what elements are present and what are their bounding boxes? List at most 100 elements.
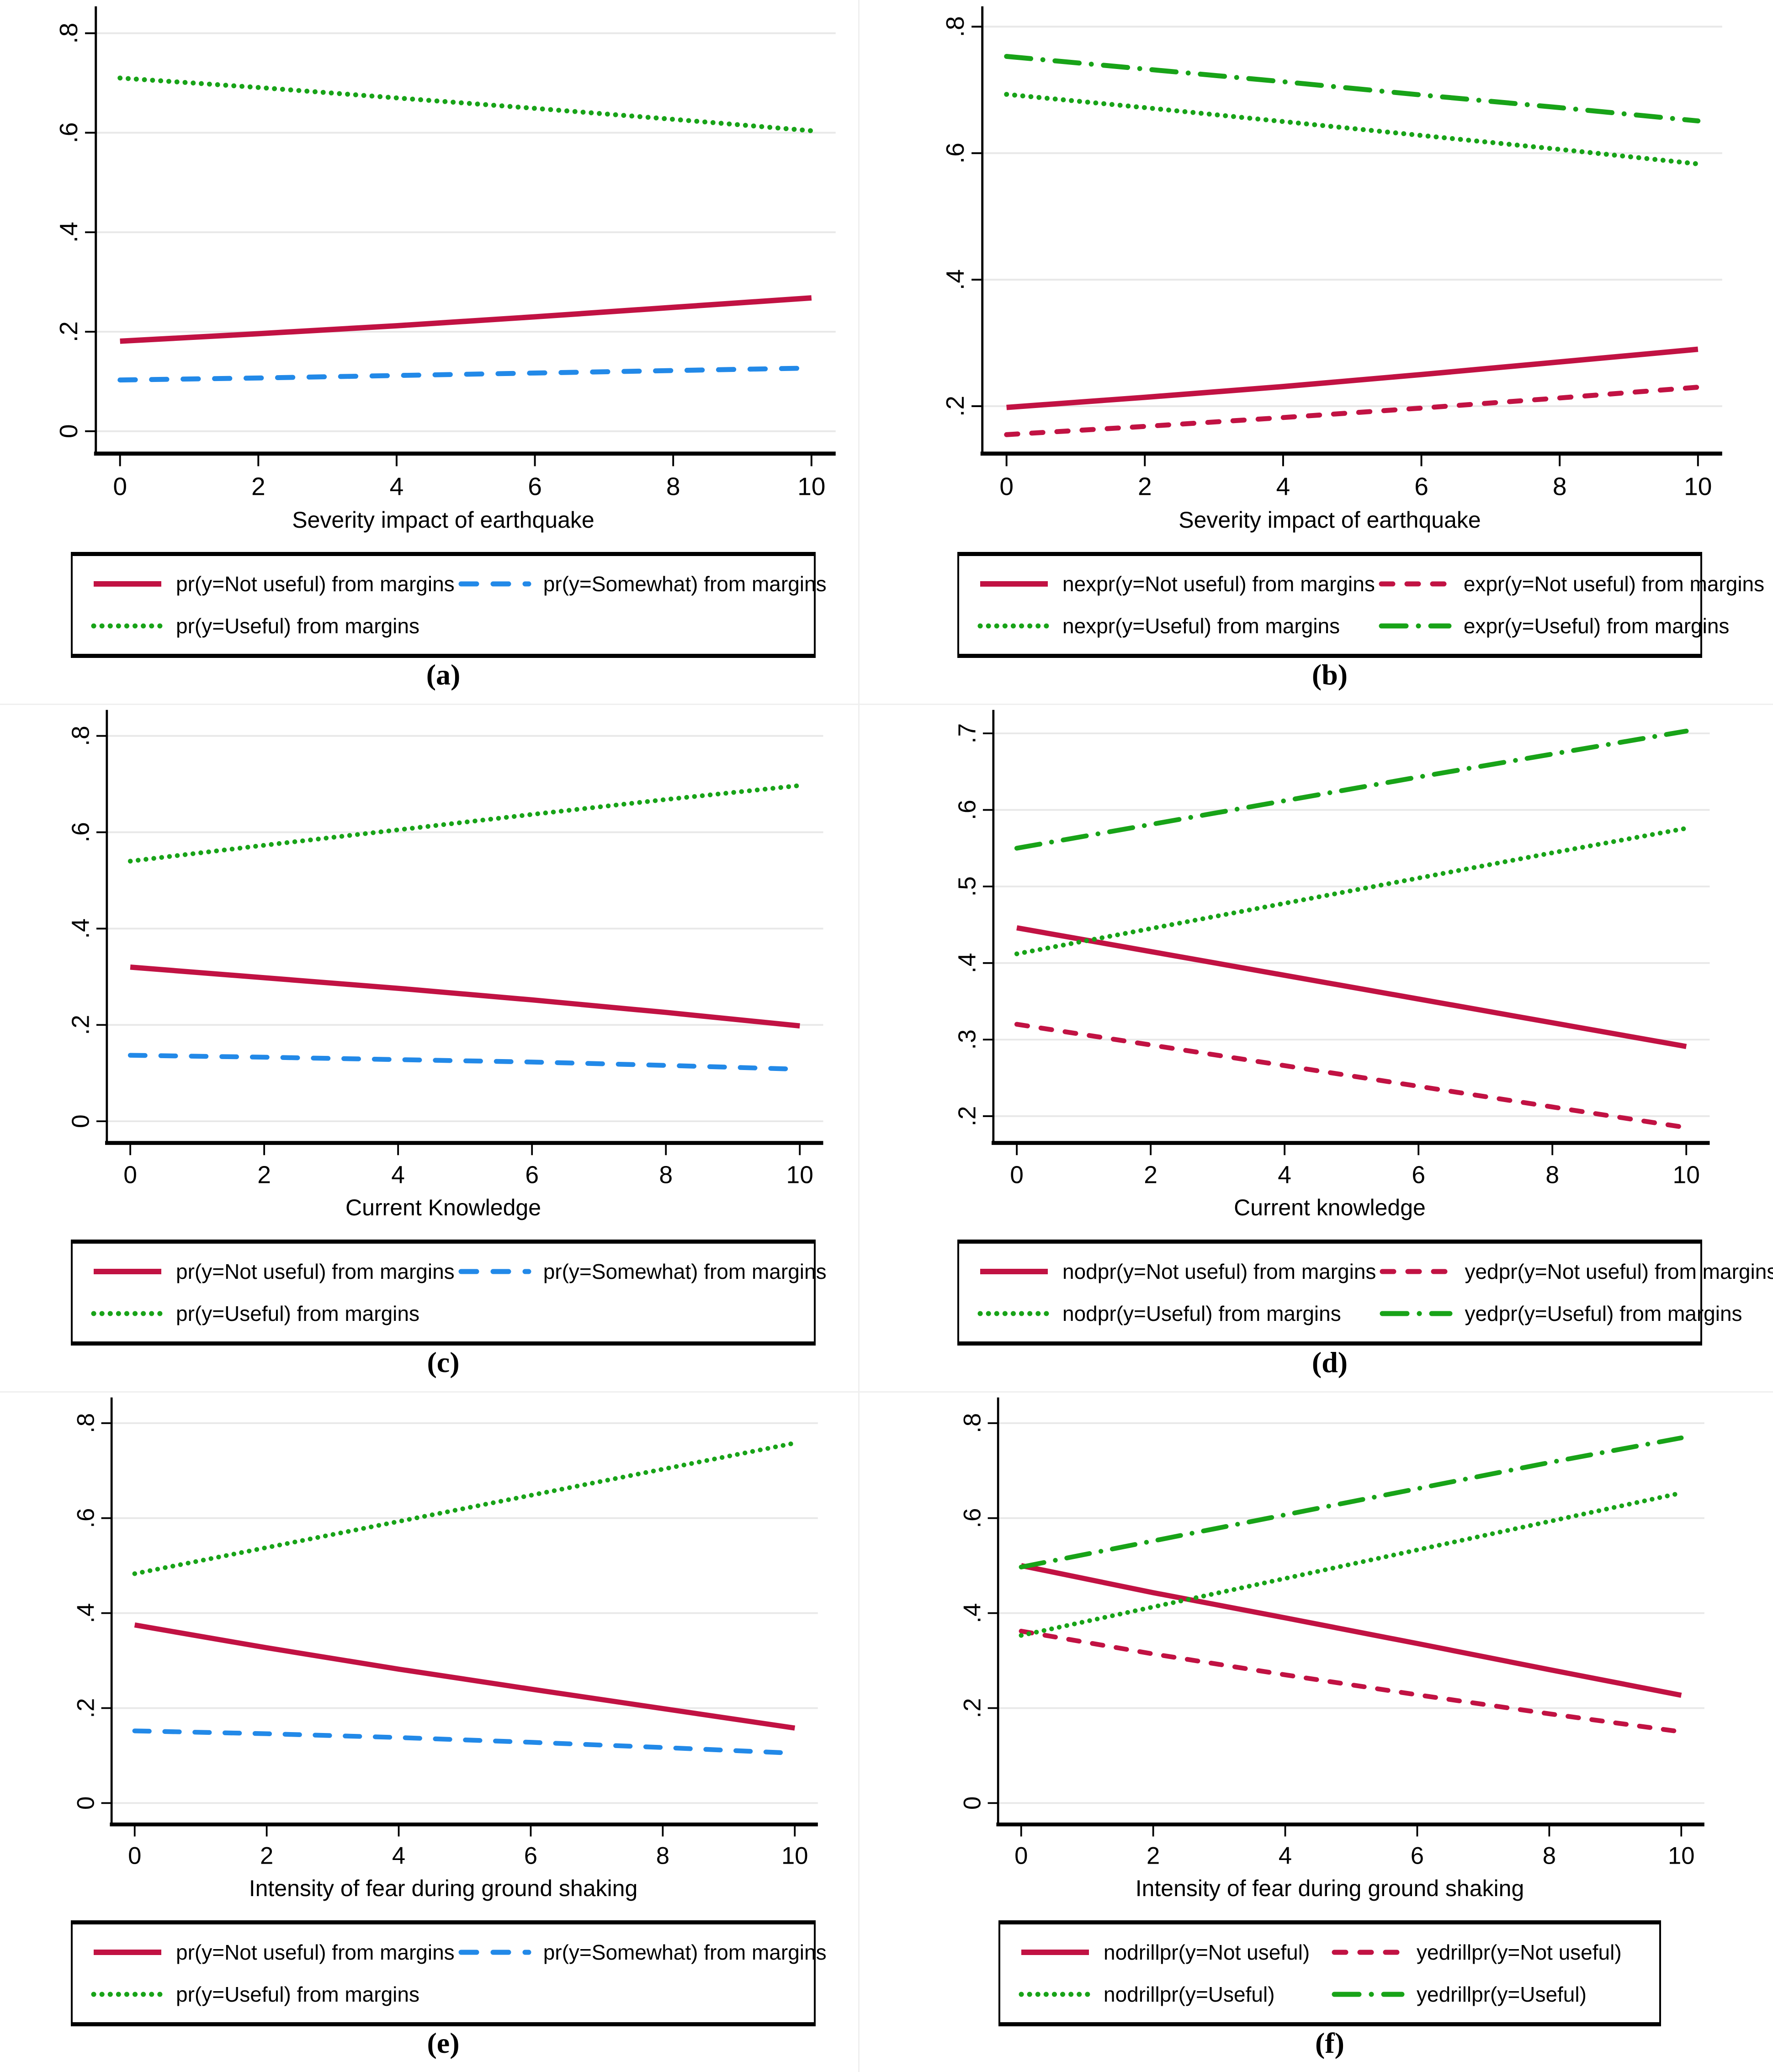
plot-area-e: 0 .2 .4 .6 .8 0 2 4 6 8 10 <box>72 1397 818 1870</box>
column-separator <box>858 0 860 2072</box>
legend-label: pr(y=Somewhat) from margins <box>543 572 827 596</box>
legend-key-line <box>980 1269 1048 1274</box>
y-tick-label: .6 <box>941 143 969 164</box>
series-line <box>1019 1490 1684 1638</box>
legend-label: expr(y=Useful) from margins <box>1463 614 1730 638</box>
series-lines <box>1014 728 1689 1130</box>
legend-item: pr(y=Somewhat) from margins <box>458 1940 827 1965</box>
x-axis: 0 2 4 6 8 10 <box>105 1141 823 1188</box>
series-line <box>1004 385 1701 437</box>
y-tick-label: .6 <box>72 1508 99 1528</box>
series-line <box>117 75 814 133</box>
legend-key-line <box>458 1269 531 1274</box>
legend-box-e: pr(y=Not useful) from margins pr(y=Somewh… <box>71 1920 827 2026</box>
x-tick-label: 0 <box>1014 1843 1028 1870</box>
legend-item: yedpr(y=Not useful) from margins <box>1380 1259 1773 1284</box>
x-axis-label-d: Current knowledge <box>1234 1195 1426 1220</box>
legend-box-d: nodpr(y=Not useful) from margins yedpr(y=… <box>957 1240 1773 1346</box>
legend-item: yedrillpr(y=Not useful) <box>1332 1940 1641 1965</box>
x-tick-label: 4 <box>392 1843 405 1870</box>
x-axis-label-f: Intensity of fear during ground shaking <box>1135 1876 1524 1901</box>
legend-box-b: nexpr(y=Not useful) from margins expr(y=N… <box>957 552 1764 658</box>
series-line <box>132 1728 797 1756</box>
y-tick-label: .6 <box>959 1508 986 1528</box>
x-tick-label: 10 <box>781 1843 808 1870</box>
row-separator <box>0 704 1773 705</box>
x-tick-label: 0 <box>113 472 127 500</box>
legend-box-f: nodrillpr(y=Not useful) yedrillpr(y=Not u… <box>998 1920 1661 2026</box>
y-tick-label: .8 <box>959 1413 986 1433</box>
x-tick-label: 2 <box>251 472 265 500</box>
gridlines <box>982 26 1722 407</box>
y-tick-label: 0 <box>959 1796 986 1810</box>
y-tick-label: .4 <box>959 1603 986 1623</box>
x-axis: 0 2 4 6 8 10 <box>94 451 836 500</box>
y-tick-label: .2 <box>54 321 83 342</box>
x-axis-label-b: Severity impact of earthquake <box>1178 507 1481 533</box>
x-tick-label: 8 <box>1545 1161 1559 1188</box>
panel-caption-e: (e) <box>427 2027 460 2059</box>
y-tick-label: .3 <box>954 1029 981 1050</box>
x-tick-label: 10 <box>1673 1161 1700 1188</box>
legend-item: pr(y=Not useful) from margins <box>91 1259 455 1284</box>
y-axis: 0 .2 .4 .6 .8 <box>959 1397 999 1825</box>
y-tick-label: .8 <box>54 23 83 44</box>
legend-box-a: pr(y=Not useful) from margins pr(y=Somewh… <box>71 552 827 658</box>
x-tick-label: 6 <box>525 1161 539 1188</box>
y-tick-label: .4 <box>954 953 981 974</box>
panel-caption-a: (a) <box>426 658 461 691</box>
x-tick-label: 2 <box>1138 472 1152 500</box>
series-lines <box>127 783 802 1072</box>
y-tick-label: 0 <box>54 424 83 438</box>
plot-area-c: 0 .2 .4 .6 .8 0 2 4 6 8 10 <box>68 710 823 1188</box>
x-axis-label-e: Intensity of fear during ground shaking <box>249 1876 638 1901</box>
series-line <box>1014 728 1689 851</box>
legend-key-line <box>1380 1311 1453 1316</box>
legend-label: nexpr(y=Useful) from margins <box>1062 614 1340 638</box>
x-tick-label: 8 <box>659 1161 673 1188</box>
series-line <box>127 783 802 864</box>
legend-item: pr(y=Not useful) from margins <box>91 572 455 596</box>
y-axis: 0 .2 .4 .6 .8 <box>68 710 108 1143</box>
legend-label: expr(y=Not useful) from margins <box>1463 572 1765 596</box>
y-axis: .2 .3 .4 .5 .6 .7 <box>954 710 995 1143</box>
series-line <box>132 1441 797 1576</box>
series-line <box>117 366 814 383</box>
y-tick-label: .6 <box>54 122 83 143</box>
y-tick-label: 0 <box>68 1114 95 1128</box>
y-tick-label: .4 <box>72 1603 99 1623</box>
legend-item: nexpr(y=Useful) from margins <box>977 614 1375 638</box>
x-tick-label: 6 <box>524 1843 537 1870</box>
series-line <box>1016 925 1687 1049</box>
legend-label: pr(y=Useful) from margins <box>176 614 419 638</box>
legend-key-line <box>980 581 1048 587</box>
x-axis: 0 2 4 6 8 10 <box>110 1822 818 1870</box>
legend-key-line <box>977 623 1051 629</box>
legend-label: pr(y=Useful) from margins <box>176 1302 419 1325</box>
legend-item: pr(y=Useful) from margins <box>91 1301 455 1326</box>
x-tick-label: 8 <box>656 1843 669 1870</box>
series-line <box>1020 1563 1682 1698</box>
y-tick-label: .6 <box>954 800 981 820</box>
legend-item: pr(y=Useful) from margins <box>91 614 455 638</box>
panel-b: .2 .4 .6 .8 0 2 4 6 8 10 Severity impact of earth… <box>886 0 1773 704</box>
legend-key-line <box>458 1950 531 1955</box>
legend-item: nodpr(y=Not useful) from margins <box>977 1259 1376 1284</box>
x-tick-label: 8 <box>1553 472 1567 500</box>
x-axis-label-a: Severity impact of earthquake <box>292 507 595 533</box>
legend-item: nodrillpr(y=Not useful) <box>1019 1940 1328 1965</box>
x-tick-label: 10 <box>1684 472 1712 500</box>
legend-item: yedrillpr(y=Useful) <box>1332 1982 1641 2007</box>
legend-item: expr(y=Not useful) from margins <box>1379 572 1764 596</box>
legend-item: expr(y=Useful) from margins <box>1379 614 1764 638</box>
gridlines <box>111 1422 818 1804</box>
y-tick-label: .5 <box>954 876 981 897</box>
y-tick-label: .2 <box>72 1698 99 1718</box>
legend-item: nodrillpr(y=Useful) <box>1019 1982 1328 2007</box>
x-tick-label: 0 <box>999 472 1014 500</box>
series-line <box>1004 92 1701 167</box>
x-tick-label: 4 <box>1276 472 1290 500</box>
y-tick-label: .6 <box>68 822 95 843</box>
legend-key-line <box>94 1269 161 1274</box>
